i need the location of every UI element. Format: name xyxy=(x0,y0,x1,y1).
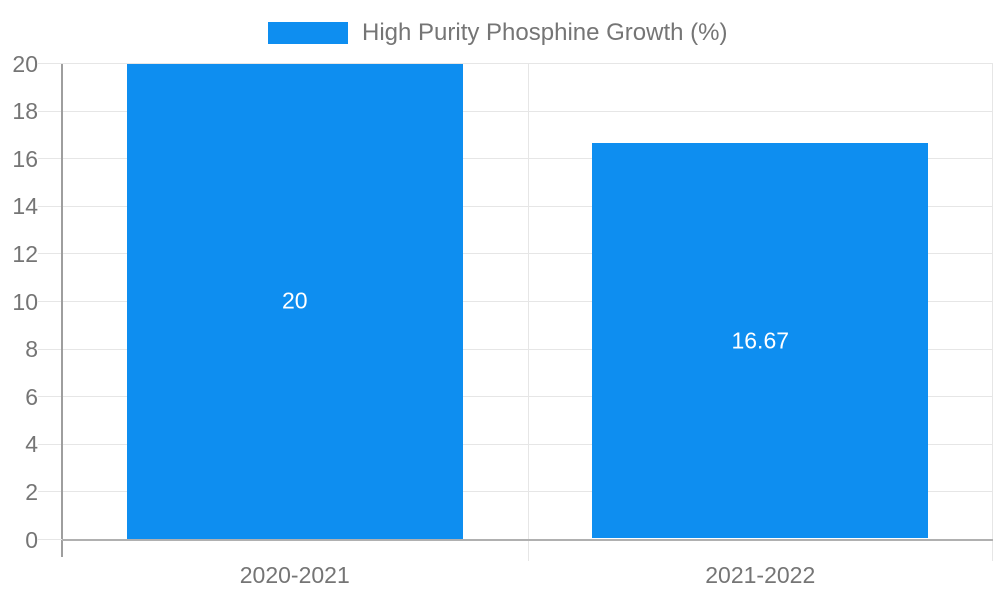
gridline xyxy=(38,63,993,64)
gridline xyxy=(38,205,993,207)
y-tick-label: 12 xyxy=(12,240,38,267)
x-tick-label: 2020-2021 xyxy=(239,562,350,588)
x-tick-label: 2021-2022 xyxy=(705,562,816,588)
y-tick-label: 6 xyxy=(25,383,38,410)
gridline xyxy=(38,396,993,398)
bar-value-label: 16.67 xyxy=(731,327,790,354)
legend-swatch xyxy=(268,22,348,44)
y-tick-label: 16 xyxy=(12,145,38,172)
y-tick-label: 10 xyxy=(12,288,38,315)
y-tick-label: 20 xyxy=(12,50,38,77)
x-axis-baseline xyxy=(62,538,993,541)
bar[interactable]: 16.67 xyxy=(592,142,929,539)
gridline xyxy=(38,253,993,255)
legend: High Purity Phosphine Growth (%) xyxy=(0,0,1000,50)
bar[interactable]: 20 xyxy=(126,63,463,539)
y-tick-label: 18 xyxy=(12,98,38,125)
legend-label: High Purity Phosphine Growth (%) xyxy=(362,19,728,46)
y-tick-label: 8 xyxy=(25,336,38,363)
zero-tick xyxy=(38,539,62,540)
gridline xyxy=(38,110,993,112)
gridline xyxy=(38,443,993,445)
gridline xyxy=(38,158,993,160)
gridline xyxy=(38,491,993,493)
y-tick-label: 4 xyxy=(25,431,38,458)
gridline xyxy=(38,348,993,350)
bar-value-label: 20 xyxy=(281,287,308,314)
plot-right-border xyxy=(992,63,993,561)
y-axis-line xyxy=(61,63,63,557)
y-tick-label: 14 xyxy=(12,193,38,220)
y-tick-label: 2 xyxy=(25,478,38,505)
gridline xyxy=(38,301,993,302)
category-divider-line xyxy=(527,63,529,561)
y-tick-label: 0 xyxy=(25,526,38,553)
